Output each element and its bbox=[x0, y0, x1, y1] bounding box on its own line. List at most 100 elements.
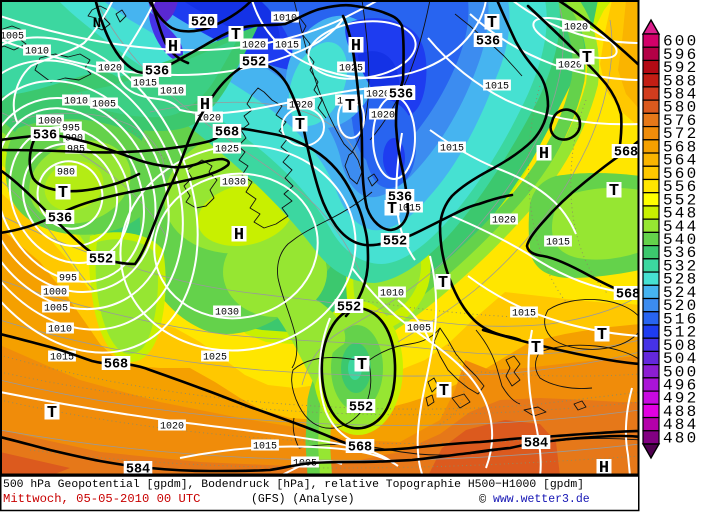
svg-text:584: 584 bbox=[524, 437, 548, 452]
svg-text:568: 568 bbox=[348, 441, 372, 456]
svg-text:1015: 1015 bbox=[485, 82, 509, 93]
svg-text:T: T bbox=[387, 200, 397, 219]
svg-text:500 hPa Geopotential [gpdm], B: 500 hPa Geopotential [gpdm], Bodendruck … bbox=[3, 479, 584, 491]
svg-text:1010: 1010 bbox=[273, 14, 297, 25]
svg-text:596: 596 bbox=[663, 46, 698, 64]
svg-text:T: T bbox=[295, 116, 305, 135]
svg-text:1015: 1015 bbox=[440, 144, 464, 155]
svg-text:524: 524 bbox=[663, 284, 698, 302]
svg-text:1015: 1015 bbox=[50, 353, 74, 364]
svg-text:1030: 1030 bbox=[215, 308, 239, 319]
svg-text:1010: 1010 bbox=[160, 87, 184, 98]
svg-text:536: 536 bbox=[145, 65, 169, 80]
svg-text:T: T bbox=[58, 184, 68, 203]
svg-text:552: 552 bbox=[89, 253, 113, 268]
svg-text:572: 572 bbox=[663, 125, 698, 143]
svg-text:1015: 1015 bbox=[275, 41, 299, 52]
svg-text:588: 588 bbox=[663, 72, 698, 90]
svg-text:528: 528 bbox=[663, 271, 698, 289]
svg-text:568: 568 bbox=[614, 146, 638, 161]
svg-text:T: T bbox=[531, 339, 541, 358]
svg-text:568: 568 bbox=[104, 358, 128, 373]
svg-text:492: 492 bbox=[663, 390, 698, 408]
svg-text:536: 536 bbox=[663, 244, 698, 262]
svg-text:H: H bbox=[168, 38, 178, 57]
svg-text:985: 985 bbox=[67, 145, 85, 156]
svg-text:508: 508 bbox=[663, 337, 698, 355]
svg-text:536: 536 bbox=[48, 212, 72, 227]
svg-text:1020: 1020 bbox=[242, 41, 266, 52]
svg-text:568: 568 bbox=[215, 126, 239, 141]
svg-text:552: 552 bbox=[349, 401, 373, 416]
svg-text:584: 584 bbox=[663, 86, 698, 104]
svg-text:1020: 1020 bbox=[492, 216, 516, 227]
svg-text:1025: 1025 bbox=[339, 64, 363, 75]
svg-text:H: H bbox=[200, 96, 210, 115]
svg-text:Mittwoch, 05-05-2010 00 UTC: Mittwoch, 05-05-2010 00 UTC bbox=[3, 492, 200, 506]
svg-text:H: H bbox=[599, 459, 609, 478]
svg-text:560: 560 bbox=[663, 165, 698, 183]
svg-text:484: 484 bbox=[663, 416, 698, 434]
svg-text:T: T bbox=[487, 14, 497, 33]
svg-text:www.wetter3.de: www.wetter3.de bbox=[493, 493, 590, 506]
svg-text:516: 516 bbox=[663, 310, 698, 328]
svg-text:1010: 1010 bbox=[48, 325, 72, 336]
svg-text:980: 980 bbox=[57, 168, 75, 179]
svg-text:1005: 1005 bbox=[44, 304, 68, 315]
svg-text:536: 536 bbox=[389, 88, 413, 103]
svg-text:T: T bbox=[597, 326, 607, 345]
svg-text:520: 520 bbox=[191, 16, 215, 31]
svg-text:T: T bbox=[357, 356, 367, 375]
svg-text:1015: 1015 bbox=[512, 309, 536, 320]
svg-text:1020: 1020 bbox=[366, 90, 390, 101]
svg-text:1020: 1020 bbox=[197, 114, 221, 125]
svg-text:1010: 1010 bbox=[64, 97, 88, 108]
svg-text:1020: 1020 bbox=[371, 111, 395, 122]
svg-text:556: 556 bbox=[663, 178, 698, 196]
svg-text:600: 600 bbox=[663, 33, 698, 51]
svg-text:540: 540 bbox=[663, 231, 698, 249]
svg-text:536: 536 bbox=[33, 129, 57, 144]
svg-text:480: 480 bbox=[663, 429, 698, 447]
svg-text:520: 520 bbox=[663, 297, 698, 315]
svg-text:496: 496 bbox=[663, 376, 698, 394]
svg-text:584: 584 bbox=[126, 463, 150, 478]
svg-text:488: 488 bbox=[663, 403, 698, 421]
svg-text:T: T bbox=[345, 97, 355, 116]
svg-text:T: T bbox=[439, 382, 449, 401]
svg-text:1025: 1025 bbox=[215, 145, 239, 156]
svg-text:536: 536 bbox=[476, 35, 500, 50]
svg-text:564: 564 bbox=[663, 152, 698, 170]
svg-text:1020: 1020 bbox=[558, 61, 582, 72]
svg-text:1020: 1020 bbox=[98, 64, 122, 75]
svg-text:504: 504 bbox=[663, 350, 698, 368]
svg-text:552: 552 bbox=[663, 191, 698, 209]
svg-text:1005: 1005 bbox=[407, 324, 431, 335]
svg-text:512: 512 bbox=[663, 324, 698, 342]
svg-text:592: 592 bbox=[663, 59, 698, 77]
svg-text:552: 552 bbox=[242, 56, 266, 71]
svg-text:552: 552 bbox=[337, 301, 361, 316]
svg-text:995: 995 bbox=[62, 124, 80, 135]
svg-text:H: H bbox=[351, 37, 361, 56]
svg-text:1000: 1000 bbox=[43, 288, 67, 299]
svg-text:1015: 1015 bbox=[253, 442, 277, 453]
svg-text:N: N bbox=[93, 16, 101, 32]
svg-text:(GFS) (Analyse): (GFS) (Analyse) bbox=[251, 493, 355, 506]
svg-text:532: 532 bbox=[663, 257, 698, 275]
svg-text:552: 552 bbox=[383, 235, 407, 250]
svg-text:1030: 1030 bbox=[222, 178, 246, 189]
svg-text:1020: 1020 bbox=[289, 101, 313, 112]
svg-text:1000: 1000 bbox=[38, 117, 62, 128]
svg-text:H: H bbox=[234, 226, 244, 245]
svg-text:©: © bbox=[479, 493, 487, 507]
svg-text:1025: 1025 bbox=[203, 353, 227, 364]
svg-text:T: T bbox=[582, 49, 592, 68]
svg-text:500: 500 bbox=[663, 363, 698, 381]
svg-text:995: 995 bbox=[59, 274, 77, 285]
svg-text:544: 544 bbox=[663, 218, 698, 236]
svg-text:T: T bbox=[609, 182, 619, 201]
svg-text:1015: 1015 bbox=[546, 238, 570, 249]
svg-text:1010: 1010 bbox=[25, 47, 49, 58]
svg-text:1005: 1005 bbox=[92, 100, 116, 111]
